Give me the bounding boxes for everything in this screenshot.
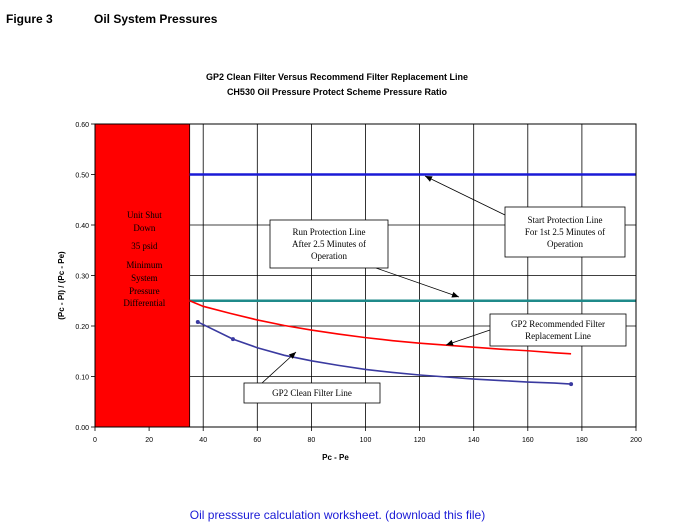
run-protection-annotation-text: Run Protection Line [293, 227, 366, 237]
footer: Oil presssure calculation worksheet. (do… [0, 508, 675, 522]
clean-filter-data-point [195, 319, 200, 324]
y-tick-label: 0.30 [75, 274, 89, 281]
figure-title: Oil System Pressures [94, 12, 218, 26]
run-protection-annotation-text: Operation [311, 251, 347, 261]
run-protection-annotation-text: After 2.5 Minutes of [292, 239, 366, 249]
y-tick-label: 0.50 [75, 173, 89, 180]
shutdown-label-line: System [131, 273, 158, 283]
shutdown-label-line: Minimum [126, 260, 162, 270]
plot-border [94, 123, 637, 428]
x-tick-label: 40 [199, 437, 207, 444]
recommended-filter-annotation-arrow-head [446, 339, 454, 346]
x-tick-label: 140 [468, 437, 480, 444]
recommended-filter-annotation-arrow-line [445, 329, 491, 346]
y-tick-label: 0.00 [75, 425, 89, 432]
chart-subtitle: CH530 Oil Pressure Protect Scheme Pressu… [227, 87, 448, 97]
x-tick-label: 120 [414, 437, 426, 444]
chart-title: GP2 Clean Filter Versus Recommend Filter… [206, 72, 468, 82]
y-tick-label: 0.10 [75, 375, 89, 382]
shutdown-label-line: Pressure [129, 286, 160, 296]
clean-filter-annotation-text: GP2 Clean Filter Line [272, 388, 352, 398]
start-protection-annotation-text: Start Protection Line [528, 215, 603, 225]
run-protection-annotation-box [269, 219, 389, 269]
start-protection-annotation-arrow-head [425, 176, 433, 182]
shutdown-region [94, 123, 191, 428]
clean-filter-data-point [230, 337, 235, 342]
clean-filter-annotation-arrow-line [261, 351, 297, 384]
shutdown-label-line: Down [133, 223, 155, 233]
y-tick-label: 0.60 [75, 122, 89, 129]
y-axis-label: (Pc - Pl) / (Pc - Pe) [57, 251, 66, 320]
y-tick-label: 0.20 [75, 324, 89, 331]
shutdown-label-line: 35 psid [131, 241, 158, 251]
clean-filter-annotation-arrow-head [288, 352, 296, 359]
x-tick-label: 0 [93, 437, 97, 444]
run-protection-annotation-arrow-line [375, 267, 460, 298]
recommended-filter-annotation-text: GP2 Recommended Filter [511, 319, 605, 329]
recommended-filter-annotation-text: Replacement Line [525, 331, 591, 341]
x-axis-label: Pc - Pe [322, 453, 349, 462]
x-tick-label: 160 [522, 437, 534, 444]
start-protection-annotation-text: Operation [547, 239, 583, 249]
x-tick-label: 180 [576, 437, 588, 444]
figure-number: Figure 3 [6, 12, 53, 26]
recommended-filter-annotation-box [489, 313, 627, 347]
x-tick-label: 100 [360, 437, 372, 444]
oil-pressure-chart: GP2 Clean Filter Versus Recommend Filter… [57, 72, 642, 462]
y-tick-label: 0.40 [75, 223, 89, 230]
shutdown-label-line: Differential [123, 298, 165, 308]
start-protection-annotation-box [504, 206, 626, 258]
clean-filter-annotation-box [243, 382, 381, 404]
recommended-filter-series-line [189, 300, 572, 355]
clean-filter-data-point [569, 382, 574, 387]
x-tick-label: 80 [308, 437, 316, 444]
figure-header: Figure 3 Oil System Pressures [6, 12, 217, 26]
start-protection-annotation-arrow-line [424, 175, 506, 216]
x-tick-label: 60 [253, 437, 261, 444]
shutdown-label-line: Unit Shut [127, 210, 162, 220]
x-tick-label: 200 [630, 437, 642, 444]
x-tick-label: 20 [145, 437, 153, 444]
start-protection-annotation-text: For 1st 2.5 Minutes of [525, 227, 605, 237]
clean-filter-series-line [197, 321, 572, 385]
run-protection-annotation-arrow-head [451, 291, 459, 298]
download-worksheet-link[interactable]: Oil presssure calculation worksheet. (do… [189, 508, 486, 522]
